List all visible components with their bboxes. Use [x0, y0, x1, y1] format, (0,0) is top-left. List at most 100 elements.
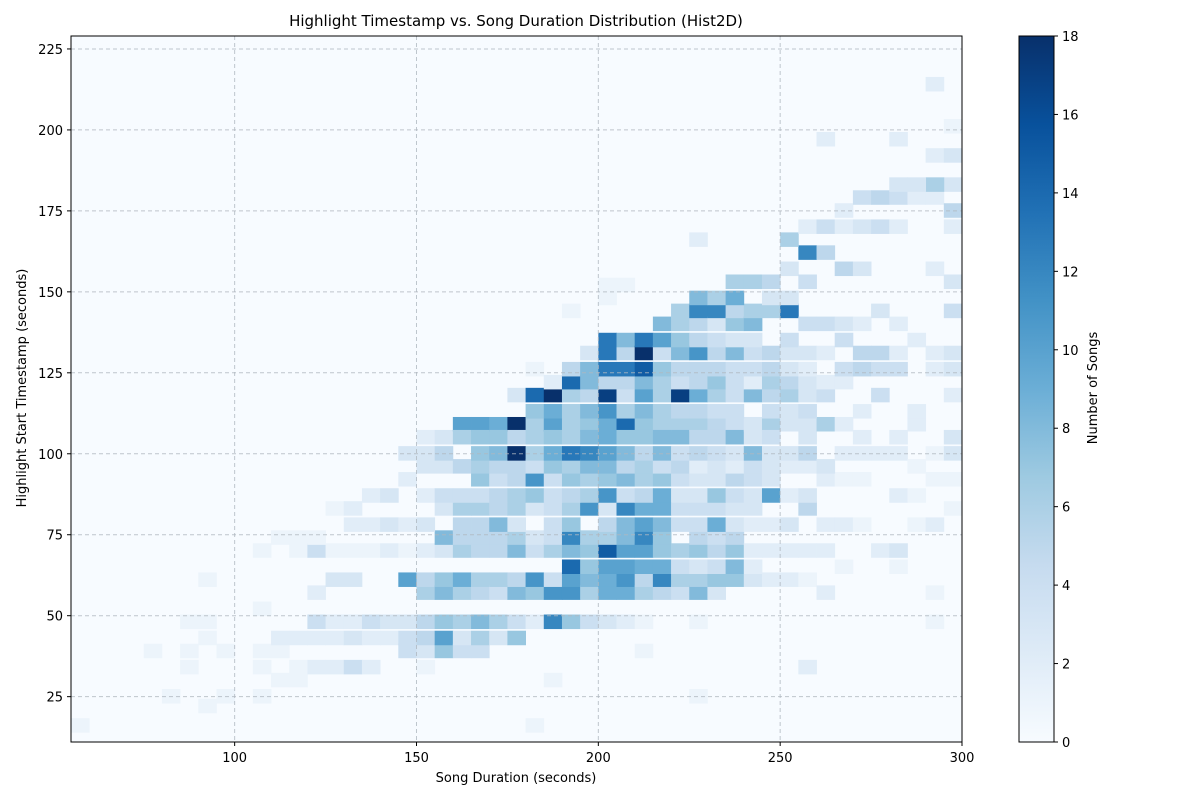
colorbar-tick-label: 14 — [1062, 187, 1079, 202]
heatmap-cell — [889, 543, 908, 558]
heatmap-cell — [817, 472, 836, 487]
heatmap-cell — [471, 488, 490, 503]
heatmap-cell — [853, 472, 872, 487]
heatmap-cell — [817, 317, 836, 332]
heatmap-cell — [453, 644, 472, 659]
heatmap-cell — [489, 488, 508, 503]
heatmap-cell — [653, 488, 672, 503]
heatmap-cell — [398, 644, 417, 659]
heatmap-cell — [435, 488, 454, 503]
heatmap-cell — [726, 530, 745, 545]
heatmap-cell — [835, 333, 854, 348]
heatmap-cell — [744, 346, 763, 361]
heatmap-cell — [762, 346, 781, 361]
heatmap-cell — [507, 615, 526, 630]
heatmap-cell — [671, 417, 690, 432]
heatmap-cell — [580, 543, 599, 558]
heatmap-cell — [635, 375, 654, 390]
heatmap-cell — [635, 572, 654, 587]
heatmap-cell — [507, 459, 526, 474]
x-tick-label: 150 — [404, 751, 429, 766]
heatmap-cell — [635, 501, 654, 516]
heatmap-cell — [598, 459, 617, 474]
heatmap-cell — [780, 304, 799, 319]
heatmap-cell — [744, 388, 763, 403]
x-axis-label: Song Duration (seconds) — [436, 771, 597, 786]
heatmap-cell — [326, 501, 345, 516]
heatmap-cell — [780, 572, 799, 587]
heatmap-cell — [562, 417, 581, 432]
colorbar-tick-label: 0 — [1062, 736, 1070, 751]
heatmap-cell — [562, 404, 581, 419]
heatmap-cell — [71, 718, 90, 733]
heatmap-cell — [744, 472, 763, 487]
heatmap-cell — [544, 517, 563, 532]
heatmap-cell — [926, 148, 945, 163]
heatmap-cell — [835, 262, 854, 277]
heatmap-cell — [380, 615, 399, 630]
heatmap-cell — [726, 501, 745, 516]
heatmap-cell — [471, 585, 490, 600]
heatmap-cell — [689, 333, 708, 348]
heatmap-cell — [507, 530, 526, 545]
heatmap-cell — [471, 530, 490, 545]
heatmap-cell — [435, 530, 454, 545]
heatmap-cell — [598, 375, 617, 390]
heatmap-cell — [435, 644, 454, 659]
heatmap-cell — [635, 559, 654, 574]
heatmap-cell — [671, 543, 690, 558]
heatmap-cell — [871, 190, 890, 205]
heatmap-cell — [744, 559, 763, 574]
heatmap-cell — [707, 304, 726, 319]
heatmap-cell — [944, 119, 963, 134]
heatmap-cell — [453, 459, 472, 474]
heatmap-cell — [653, 585, 672, 600]
heatmap-cell — [689, 559, 708, 574]
heatmap-cell — [416, 446, 435, 461]
heatmap-cell — [562, 430, 581, 445]
heatmap-cell — [635, 543, 654, 558]
heatmap-cell — [926, 190, 945, 205]
heatmap-cell — [671, 517, 690, 532]
heatmap-cell — [562, 543, 581, 558]
heatmap-cell — [798, 417, 817, 432]
heatmap-cell — [617, 543, 636, 558]
heatmap-cell — [598, 517, 617, 532]
heatmap-cell — [453, 430, 472, 445]
heatmap-cell — [271, 673, 290, 688]
heatmap-cell — [944, 472, 963, 487]
heatmap-cell — [798, 245, 817, 260]
heatmap-cell — [835, 362, 854, 377]
heatmap-cell — [307, 615, 326, 630]
heatmap-cell — [926, 362, 945, 377]
heatmap-cell — [526, 543, 545, 558]
heatmap-cell — [907, 333, 926, 348]
heatmap-cell — [289, 660, 308, 675]
heatmap-cell — [617, 388, 636, 403]
heatmap-cell — [544, 673, 563, 688]
heatmap-cell — [435, 572, 454, 587]
heatmap-cell — [635, 388, 654, 403]
heatmap-cell — [780, 262, 799, 277]
heatmap-cell — [817, 388, 836, 403]
heatmap-cell — [726, 404, 745, 419]
heatmap-cell — [344, 615, 363, 630]
heatmap-cell — [435, 459, 454, 474]
heatmap-cell — [544, 615, 563, 630]
heatmap-cell — [944, 177, 963, 192]
heatmap-cell — [289, 543, 308, 558]
heatmap-cell — [598, 346, 617, 361]
heatmap-cell — [398, 543, 417, 558]
heatmap-cell — [617, 530, 636, 545]
heatmap-cell — [307, 660, 326, 675]
heatmap-cell — [416, 572, 435, 587]
colorbar-tick-label: 8 — [1062, 422, 1070, 437]
heatmap-cell — [907, 517, 926, 532]
heatmap-cell — [326, 631, 345, 646]
heatmap-cell — [398, 615, 417, 630]
x-tick-label: 300 — [950, 751, 975, 766]
colorbar-gradient — [1019, 36, 1054, 742]
heatmap-cell — [653, 417, 672, 432]
heatmap-cell — [944, 219, 963, 234]
heatmap-cell — [562, 472, 581, 487]
